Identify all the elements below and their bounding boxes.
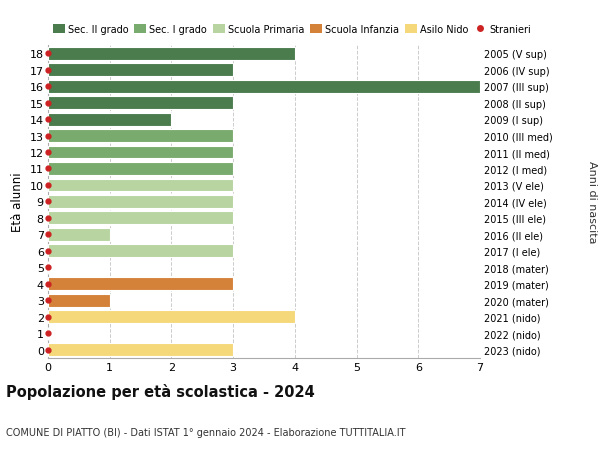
Bar [48,245,233,257]
Bar [48,311,295,323]
Text: COMUNE DI PIATTO (BI) - Dati ISTAT 1° gennaio 2024 - Elaborazione TUTTITALIA.IT: COMUNE DI PIATTO (BI) - Dati ISTAT 1° ge… [6,427,406,437]
Bar [48,64,233,77]
Bar [48,113,172,126]
Bar [48,146,233,159]
Bar [48,212,233,225]
Text: Popolazione per età scolastica - 2024: Popolazione per età scolastica - 2024 [6,383,315,399]
Bar [48,81,480,93]
Bar [48,278,233,291]
Bar [48,97,233,110]
Legend: Sec. II grado, Sec. I grado, Scuola Primaria, Scuola Infanzia, Asilo Nido, Stran: Sec. II grado, Sec. I grado, Scuola Prim… [53,25,532,35]
Bar [48,48,295,61]
Text: Anni di nascita: Anni di nascita [587,161,597,243]
Bar [48,343,233,356]
Bar [48,179,233,192]
Bar [48,130,233,143]
Bar [48,229,110,241]
Bar [48,294,110,307]
Bar [48,162,233,175]
Y-axis label: Età alunni: Età alunni [11,172,24,232]
Bar [48,196,233,208]
